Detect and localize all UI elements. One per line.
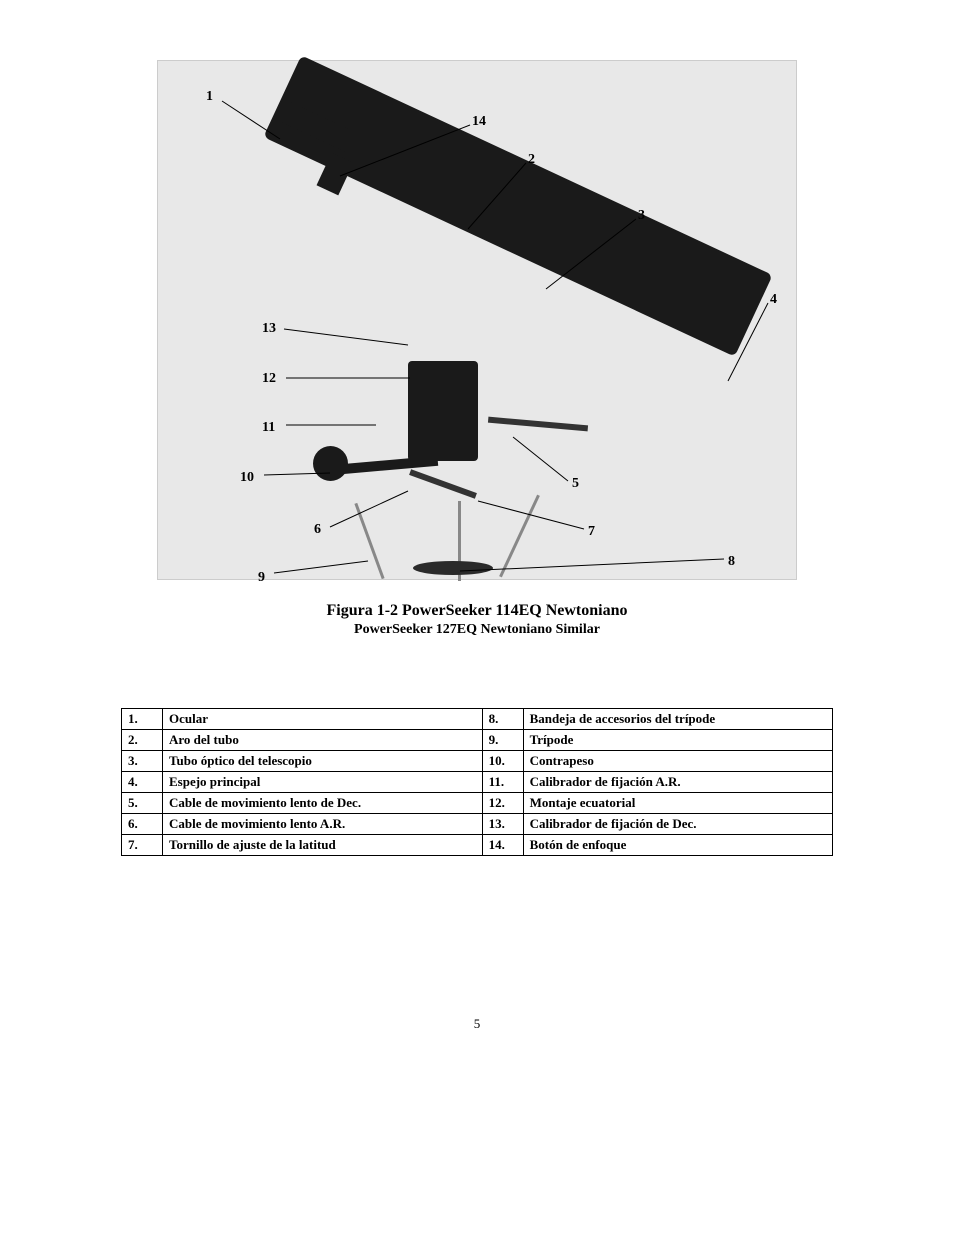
- part-number: 6.: [122, 814, 163, 835]
- callout-6: 6: [314, 523, 321, 537]
- telescope-diagram: 1142341312111057689: [157, 60, 797, 580]
- part-label: Aro del tubo: [163, 730, 483, 751]
- callout-3: 3: [638, 209, 645, 223]
- part-number: 12.: [482, 793, 523, 814]
- part-label: Cable de movimiento lento A.R.: [163, 814, 483, 835]
- slow-motion-cable-ra: [409, 469, 477, 499]
- part-label: Espejo principal: [163, 772, 483, 793]
- part-label: Montaje ecuatorial: [523, 793, 832, 814]
- part-label: Contrapeso: [523, 751, 832, 772]
- accessory-tray: [413, 561, 493, 575]
- figure-caption: Figura 1-2 PowerSeeker 114EQ Newtoniano …: [157, 602, 797, 638]
- part-label: Calibrador de fijación A.R.: [523, 772, 832, 793]
- table-row: 7.Tornillo de ajuste de la latitud14.Bot…: [122, 835, 833, 856]
- document-page: 1 14 2 3 4 13 12 11 10 5 7 6 8 9 Figura 1-2 PowerSeek…: [0, 0, 954, 1072]
- callout-13: 13: [262, 322, 276, 336]
- callout-5: 5: [572, 477, 579, 491]
- part-label: Tubo óptico del telescopio: [163, 751, 483, 772]
- callout-11: 11: [262, 421, 275, 435]
- figure-container: 1 14 2 3 4 13 12 11 10 5 7 6 8 9 Figura 1-2 PowerSeek…: [157, 60, 797, 638]
- part-label: Tornillo de ajuste de la latitud: [163, 835, 483, 856]
- table-row: 3.Tubo óptico del telescopio10.Contrapes…: [122, 751, 833, 772]
- telescope-mount: [408, 361, 478, 461]
- page-number: 5: [120, 1016, 834, 1032]
- part-number: 3.: [122, 751, 163, 772]
- callout-4: 4: [770, 293, 777, 307]
- slow-motion-cable-dec: [488, 417, 588, 432]
- callout-1: 1: [206, 90, 213, 104]
- callout-12: 12: [262, 372, 276, 386]
- table-row: 5.Cable de movimiento lento de Dec.12.Mo…: [122, 793, 833, 814]
- part-number: 8.: [482, 709, 523, 730]
- part-number: 1.: [122, 709, 163, 730]
- table-row: 6.Cable de movimiento lento A.R.13.Calib…: [122, 814, 833, 835]
- part-label: Trípode: [523, 730, 832, 751]
- telescope-counterweight: [313, 446, 348, 481]
- part-number: 9.: [482, 730, 523, 751]
- part-label: Botón de enfoque: [523, 835, 832, 856]
- part-number: 13.: [482, 814, 523, 835]
- part-label: Calibrador de fijación de Dec.: [523, 814, 832, 835]
- telescope-tube: [263, 55, 772, 356]
- part-number: 10.: [482, 751, 523, 772]
- caption-main: Figura 1-2 PowerSeeker 114EQ Newtoniano: [157, 602, 797, 620]
- table-row: 1.Ocular8.Bandeja de accesorios del tríp…: [122, 709, 833, 730]
- parts-table: 1.Ocular8.Bandeja de accesorios del tríp…: [121, 708, 833, 856]
- callout-14: 14: [472, 115, 486, 129]
- table-row: 4.Espejo principal11.Calibrador de fijac…: [122, 772, 833, 793]
- tripod-leg-right: [499, 495, 540, 578]
- table-row: 2.Aro del tubo9.Trípode: [122, 730, 833, 751]
- caption-sub: PowerSeeker 127EQ Newtoniano Similar: [157, 622, 797, 638]
- part-number: 4.: [122, 772, 163, 793]
- part-label: Bandeja de accesorios del trípode: [523, 709, 832, 730]
- callout-8: 8: [728, 555, 735, 569]
- tripod-leg-left: [354, 503, 384, 579]
- callout-7: 7: [588, 525, 595, 539]
- part-number: 2.: [122, 730, 163, 751]
- callout-2: 2: [528, 153, 535, 167]
- part-label: Cable de movimiento lento de Dec.: [163, 793, 483, 814]
- callout-10: 10: [240, 471, 254, 485]
- part-number: 11.: [482, 772, 523, 793]
- part-number: 7.: [122, 835, 163, 856]
- part-number: 5.: [122, 793, 163, 814]
- part-number: 14.: [482, 835, 523, 856]
- part-label: Ocular: [163, 709, 483, 730]
- callout-9: 9: [258, 571, 265, 585]
